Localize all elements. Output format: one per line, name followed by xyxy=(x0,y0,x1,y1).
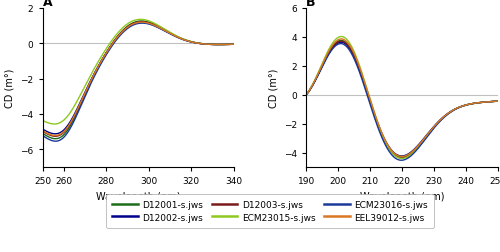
Text: B: B xyxy=(306,0,316,9)
Legend: D12001-s.jws, D12002-s.jws, D12003-s.jws, ECM23015-s.jws, ECM23016-s.jws, EEL390: D12001-s.jws, D12002-s.jws, D12003-s.jws… xyxy=(106,194,434,228)
Text: A: A xyxy=(42,0,52,9)
Y-axis label: CD (m°): CD (m°) xyxy=(268,69,278,108)
X-axis label: Wavelength (nm): Wavelength (nm) xyxy=(96,191,180,201)
X-axis label: Wavelength (nm): Wavelength (nm) xyxy=(360,191,444,201)
Y-axis label: CD (m°): CD (m°) xyxy=(4,69,15,108)
